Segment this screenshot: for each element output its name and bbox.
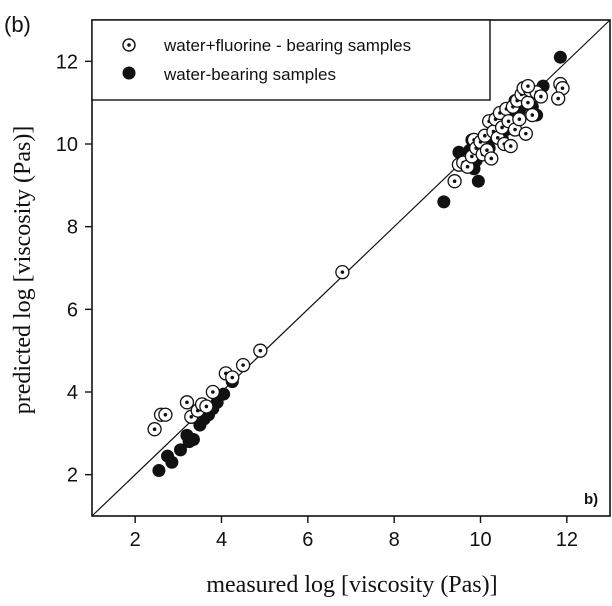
point-water-fluorine	[147, 422, 162, 437]
x-axis-title: measured log [viscosity (Pas)]	[206, 572, 497, 598]
x-tick-label: 12	[556, 529, 578, 551]
corner-label: b)	[584, 491, 598, 508]
point-water-fluorine	[158, 407, 173, 422]
point-water-fluorine	[520, 95, 536, 110]
legend-box	[91, 19, 491, 101]
point-water-bearing	[165, 455, 179, 469]
point-water-bearing	[152, 464, 166, 478]
point-water-fluorine	[447, 174, 462, 189]
panel-label: (b)	[4, 12, 31, 37]
point-water-fluorine	[199, 399, 214, 414]
point-water-fluorine	[235, 357, 251, 373]
point-water-fluorine	[518, 126, 533, 141]
point-water-fluorine	[533, 89, 549, 104]
point-water-bearing	[217, 387, 231, 401]
point-water-bearing	[186, 433, 200, 447]
point-water-fluorine	[520, 78, 536, 94]
plot-area: 2 4 6 8 10 12 2 4 6 8 10 12	[56, 19, 611, 551]
point-water-bearing	[173, 443, 187, 457]
point-water-fluorine	[512, 112, 527, 127]
point-water-bearing	[471, 174, 485, 188]
legend-marker-open-dot	[122, 38, 136, 52]
y-axis-title: predicted log [viscosity (Pas)]	[10, 126, 36, 415]
legend-label-water: water-bearing samples	[163, 65, 336, 84]
legend-label-water-fluorine: water+fluorine - bearing samples	[163, 36, 411, 55]
point-water-fluorine	[335, 264, 350, 280]
y-axis: 2 4 6 8 10 12	[56, 51, 92, 487]
legend: water+fluorine - bearing samples water-b…	[91, 19, 491, 101]
y-tick-label: 8	[67, 217, 78, 239]
y-tick-label: 12	[56, 51, 78, 73]
point-water-fluorine	[253, 343, 268, 358]
point-water-bearing	[553, 50, 567, 64]
y-tick-label: 2	[67, 465, 78, 487]
y-tick-label: 10	[56, 134, 78, 156]
point-water-fluorine	[551, 91, 566, 106]
x-tick-label: 2	[130, 529, 141, 551]
data-points	[147, 50, 570, 478]
point-water-fluorine	[179, 395, 195, 410]
x-axis: 2 4 6 8 10 12	[130, 516, 578, 551]
point-water-bearing	[452, 145, 466, 159]
y-tick-label: 6	[67, 299, 78, 321]
x-tick-label: 8	[389, 529, 400, 551]
y-tick-label: 4	[67, 382, 78, 404]
point-water-fluorine	[503, 138, 518, 154]
legend-marker-filled	[122, 66, 136, 80]
point-water-fluorine	[484, 151, 499, 166]
point-water-bearing	[437, 195, 451, 209]
point-water-fluorine	[205, 384, 221, 400]
x-tick-label: 10	[469, 529, 491, 551]
point-water-fluorine	[225, 370, 240, 385]
x-tick-label: 6	[302, 529, 313, 551]
point-water-fluorine	[525, 107, 540, 123]
x-tick-label: 4	[216, 529, 227, 551]
